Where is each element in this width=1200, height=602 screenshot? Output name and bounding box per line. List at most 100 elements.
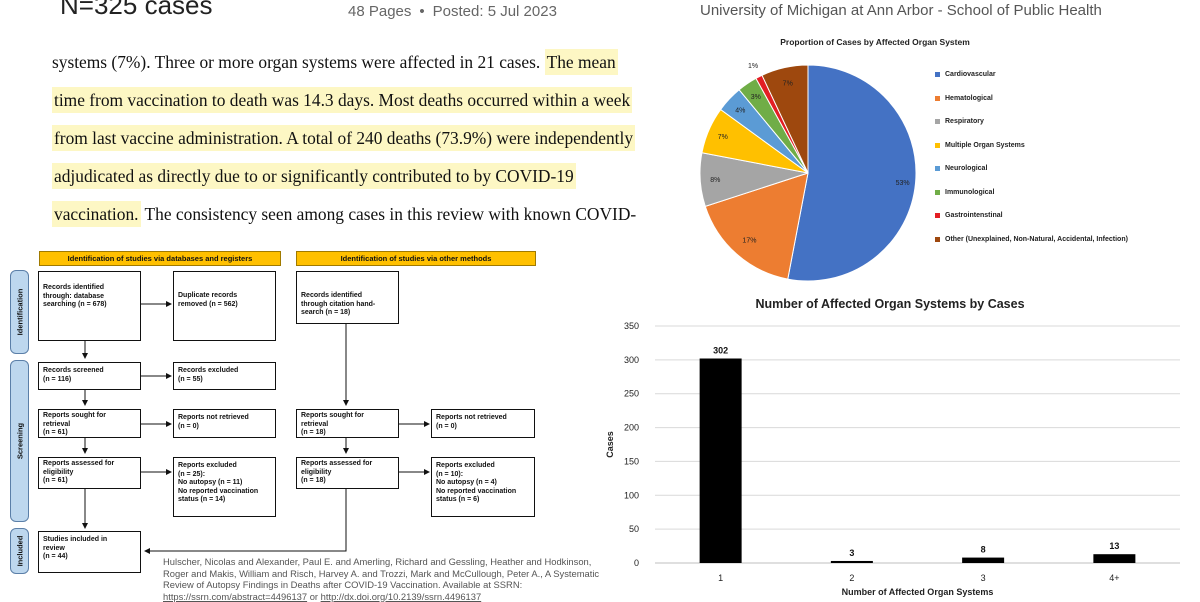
legend-swatch [935,95,940,101]
pie-data-label: 4% [735,107,745,114]
legend-swatch [935,189,940,195]
legend-item: Gastrointenstinal [935,211,1128,235]
box-duplicates-removed: Duplicate records removed (n = 562) [173,271,276,341]
legend-label: Immunological [945,188,995,196]
pie-data-label: 1% [748,63,758,70]
prisma-arrows [82,301,430,554]
box-studies-included: Studies included in review (n = 44) [38,531,141,573]
highlighted-text: vaccination. [52,201,141,227]
excerpt-text: systems (7%). Three or more organ system… [52,52,545,72]
bar-1 [699,358,742,563]
prisma-stage-included: Included [10,528,29,574]
pie-data-label: 7% [718,134,728,141]
stage-label: Screening [15,422,24,460]
x-tick-label: 3 [981,573,986,583]
prisma-stage-screening: Screening [10,360,29,522]
highlighted-text: adjudicated as directly due to or signif… [52,163,576,189]
legend-item: Respiratory [935,117,1128,141]
legend-item: Hematological [935,94,1128,118]
y-tick-label: 350 [624,321,639,331]
excerpt-line-1: systems (7%). Three or more organ system… [52,49,618,75]
excerpt-line-4: adjudicated as directly due to or signif… [52,163,576,189]
y-tick-label: 100 [624,490,639,500]
separator-dot-icon: • [419,3,425,20]
legend-label: Other (Unexplained, Non-Natural, Acciden… [945,235,1128,243]
box-reports-assessed-db: Reports assessed for eligibility (n = 61… [38,457,141,489]
stage-label: Identification [15,288,24,336]
legend-label: Gastrointenstinal [945,212,1003,219]
legend-swatch [935,72,940,77]
pie-data-label: 7% [783,80,793,87]
pie-data-label: 17% [742,237,756,244]
legend-swatch [935,119,940,124]
box-reports-excluded-other: Reports excluded (n = 10): No autopsy (n… [431,457,535,517]
pie-data-label: 53% [896,180,910,187]
x-axis-title: Number of Affected Organ Systems [842,587,994,597]
excerpt-line-5: vaccination. The consistency seen among … [52,201,637,227]
y-tick-label: 150 [624,456,639,466]
citation-text: or [307,590,321,602]
pie-legend: Cardiovascular Hematological Respiratory Mu… [935,70,1128,258]
page-count: 48 Pages [348,3,412,20]
excerpt-line-3: from last vaccine administration. A tota… [52,125,636,151]
legend-label: Hematological [945,94,993,102]
prisma-stage-identification: Identification [10,270,29,354]
legend-item: Other (Unexplained, Non-Natural, Acciden… [935,235,1128,259]
box-reports-not-retrieved-other: Reports not retrieved (n = 0) [431,409,535,438]
box-reports-sought-other: Reports sought for retrieval (n = 18) [296,409,399,438]
x-tick-label: 2 [849,573,854,583]
legend-item: Cardiovascular [935,70,1128,94]
legend-label: Multiple Organ Systems [945,141,1025,149]
legend-item: Immunological [935,188,1128,212]
y-tick-label: 200 [624,423,639,433]
legend-swatch [935,213,940,218]
arrow [144,489,347,554]
highlighted-text: from last vaccine administration. A tota… [52,125,636,151]
cases-count-heading: N=325 cases [60,0,213,20]
y-tick-label: 50 [629,524,639,534]
prisma-header-databases: Identification of studies via databases … [39,251,281,266]
posted-date: Posted: 5 Jul 2023 [432,3,557,20]
pie-slice-cardiovascular [787,64,917,282]
y-tick-label: 250 [624,389,639,399]
bar-2 [830,560,873,563]
x-tick-label: 1 [718,573,723,583]
legend-item: Multiple Organ Systems [935,141,1128,165]
bar-3 [962,557,1005,563]
pie-chart: 53% 17% 8% 7% 4% 3% 1% 7% [699,63,917,282]
bar-value-label: 13 [1109,541,1119,551]
y-axis-title: Cases [605,431,615,458]
doi-link[interactable]: http://dx.doi.org/10.2139/ssrn.4496137 [320,590,482,602]
legend-label: Cardiovascular [945,71,996,78]
pie-slice-other [761,64,809,174]
citation-text: Hulscher, Nicolas and Alexander, Paul E.… [163,556,600,590]
box-records-excluded: Records excluded (n = 55) [173,362,276,390]
box-records-screened: Records screened (n = 116) [38,362,141,390]
paper-excerpt: systems (7%). Three or more organ system… [52,49,642,235]
pie-data-label: 3% [751,94,761,101]
bar-value-label: 8 [981,545,986,555]
excerpt-text: The consistency seen among cases in this… [140,204,637,224]
box-reports-not-retrieved-db: Reports not retrieved (n = 0) [173,409,276,438]
stage-label: Included [15,535,24,567]
y-tick-label: 0 [634,558,639,568]
ssrn-link[interactable]: https://ssrn.com/abstract=4496137 [163,590,308,602]
x-tick-label: 4+ [1109,573,1119,583]
legend-swatch [935,236,940,242]
pie-slice-hematological [704,172,809,280]
y-tick-label: 300 [624,355,639,365]
pie-chart-title: Proportion of Cases by Affected Organ Sy… [780,37,970,47]
paper-meta: 48 Pages • Posted: 5 Jul 2023 [348,3,557,20]
box-reports-assessed-other: Reports assessed for eligibility (n = 18… [296,457,399,489]
affiliation: University of Michigan at Ann Arbor - Sc… [700,2,1102,19]
box-reports-sought-db: Reports sought for retrieval (n = 61) [38,409,141,438]
box-records-identified-other: Records identified through citation hand… [296,271,399,324]
excerpt-line-2: time from vaccination to death was 14.3 … [52,87,633,113]
legend-item: Neurological [935,164,1128,188]
legend-label: Neurological [945,165,988,172]
legend-swatch [935,166,940,171]
bar-4+ [1093,554,1136,563]
bar-value-label: 3 [849,548,854,558]
box-reports-excluded-db: Reports excluded (n = 25): No autopsy (n… [173,457,276,517]
citation: Hulscher, Nicolas and Alexander, Paul E.… [163,556,613,602]
